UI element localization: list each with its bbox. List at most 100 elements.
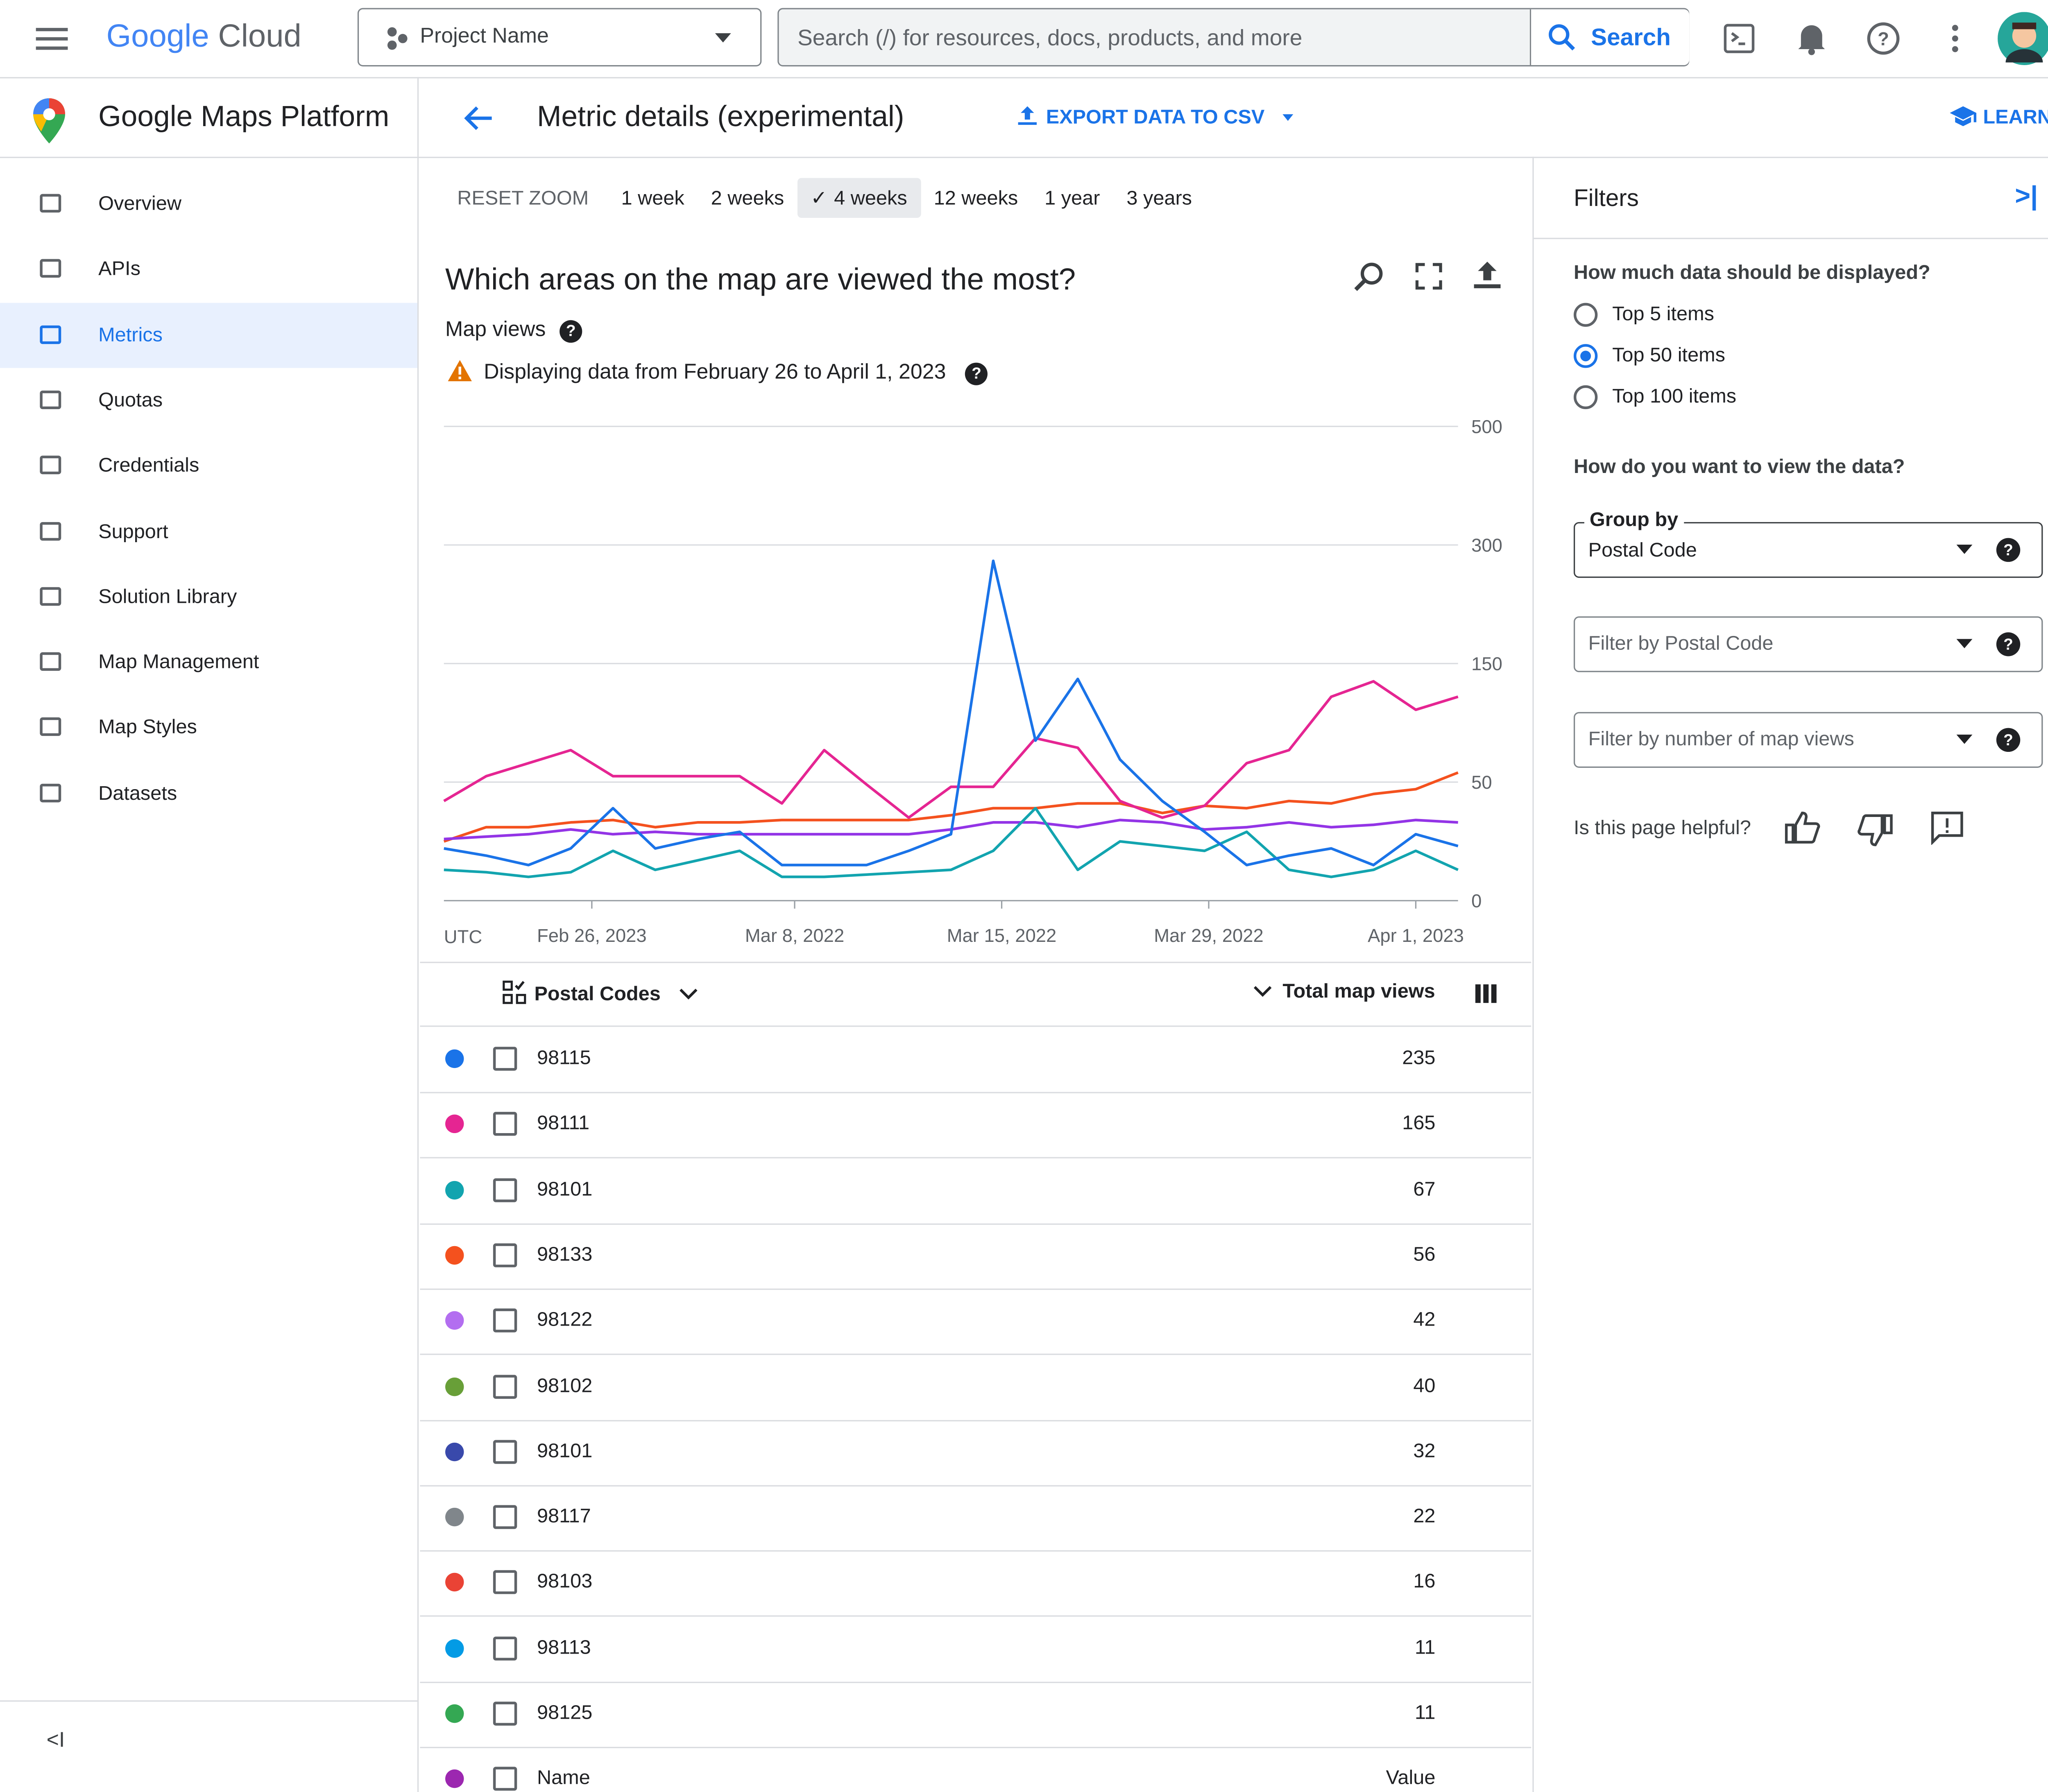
reset-zoom-button[interactable]: RESET ZOOM	[457, 187, 589, 210]
table-row[interactable]: 98133 56	[420, 1223, 1531, 1290]
checkbox[interactable]	[493, 1505, 517, 1530]
zoom-button[interactable]	[1353, 260, 1387, 295]
help-icon[interactable]: ?	[1996, 632, 2021, 656]
series-color-dot	[445, 1311, 464, 1330]
help-icon[interactable]: ?	[1996, 728, 2021, 752]
divider	[417, 77, 419, 1792]
nav-item[interactable]: Overview	[0, 171, 417, 236]
map-views: 67	[1413, 1178, 1436, 1201]
time-range-button[interactable]: 2 weeks	[698, 179, 797, 218]
time-range-button[interactable]: 12 weeks	[920, 179, 1031, 218]
table-row[interactable]: 98111 165	[420, 1092, 1531, 1159]
radio-button[interactable]	[1573, 303, 1598, 327]
time-range-button[interactable]: 1 year	[1031, 179, 1113, 218]
nav-item[interactable]: Support	[0, 499, 417, 564]
table-row[interactable]: 98115 235	[420, 1027, 1531, 1093]
nav-icon	[40, 194, 61, 213]
checkbox[interactable]	[493, 1178, 517, 1202]
more-button[interactable]	[1948, 23, 1962, 54]
column-header-views[interactable]: Total map views	[1253, 980, 1435, 1003]
radio-button[interactable]	[1573, 385, 1598, 410]
table-row[interactable]: 98102 40	[420, 1354, 1531, 1421]
chevron	[680, 989, 698, 1000]
time-range-button[interactable]: ✓ 4 weeks	[797, 178, 921, 218]
nav-item[interactable]: Metrics	[0, 302, 417, 368]
time-range-button[interactable]: 3 years	[1113, 179, 1205, 218]
radio-button[interactable]	[1573, 344, 1598, 368]
table-row[interactable]: 98125 11	[420, 1682, 1531, 1748]
map-views: 22	[1413, 1505, 1436, 1528]
checkbox[interactable]	[493, 1701, 517, 1726]
checkbox[interactable]	[493, 1439, 517, 1464]
map-views: 32	[1413, 1439, 1436, 1462]
map-views: Value	[1386, 1767, 1436, 1790]
terminal-button[interactable]	[1722, 21, 1757, 56]
table-row[interactable]: 98101 32	[420, 1420, 1531, 1487]
checkbox[interactable]	[493, 1047, 517, 1071]
table-row[interactable]: 98103 16	[420, 1551, 1531, 1618]
series-color-dot	[445, 1115, 464, 1134]
checkbox[interactable]	[493, 1374, 517, 1398]
back-button[interactable]	[462, 104, 494, 133]
logo-cloud: Cloud	[218, 18, 301, 54]
search-box[interactable]: Search (/) for resources, docs, products…	[777, 8, 1690, 67]
checkbox[interactable]	[493, 1308, 517, 1333]
nav-label: Map Styles	[98, 716, 197, 739]
nav-item[interactable]: Quotas	[0, 368, 417, 433]
avatar[interactable]	[1998, 12, 2048, 65]
checkbox[interactable]	[493, 1767, 517, 1791]
fullscreen-button[interactable]	[1415, 263, 1442, 290]
project-picker[interactable]: Project Name	[357, 8, 762, 67]
table-row[interactable]: 98113 11	[420, 1616, 1531, 1683]
line-chart: 0 50 150 300 500 Feb 26, 2023 Mar 8, 2022 Mar 1…	[443, 416, 1502, 947]
checkbox[interactable]	[493, 1570, 517, 1595]
table-row[interactable]: 98122 42	[420, 1289, 1531, 1355]
series-color-dot	[445, 1180, 464, 1199]
time-range-button[interactable]: 1 week	[608, 179, 698, 218]
question: How do you want to view the data?	[1573, 455, 1905, 478]
feedback-prompt: Is this page helpful?	[1573, 817, 1751, 840]
share-button[interactable]	[1471, 259, 1503, 291]
menu-button[interactable]	[36, 25, 68, 52]
feedback-button[interactable]	[1930, 810, 1964, 845]
nav-item[interactable]: Map Styles	[0, 695, 417, 760]
nav-item[interactable]: Map Management	[0, 630, 417, 695]
column-header-code[interactable]: Postal Codes	[503, 980, 698, 1006]
nav-item[interactable]: Solution Library	[0, 564, 417, 629]
views-filter[interactable]: Filter by number of map views ?	[1573, 712, 2043, 768]
checkbox[interactable]	[493, 1112, 517, 1136]
group-by-select[interactable]: Group by Postal Code ?	[1573, 509, 2043, 578]
help-icon[interactable]: ?	[560, 320, 582, 343]
table-row[interactable]: 98117 22	[420, 1485, 1531, 1552]
checkbox[interactable]	[493, 1243, 517, 1267]
columns-button[interactable]	[1475, 983, 1497, 1004]
help-button[interactable]: ?	[1866, 21, 1901, 56]
thumbs-up-button[interactable]	[1784, 809, 1821, 846]
search-button[interactable]: Search	[1529, 9, 1690, 65]
close-panel-button[interactable]: >|	[2015, 182, 2038, 211]
postal-code: 98113	[537, 1636, 591, 1659]
nav-item[interactable]: Credentials	[0, 433, 417, 498]
notifications-button[interactable]	[1796, 21, 1828, 56]
radio-label: Top 50 items	[1612, 344, 1726, 367]
checkbox[interactable]	[493, 1636, 517, 1660]
collapse-nav-button[interactable]: <I	[46, 1729, 65, 1752]
logo[interactable]: Google Cloud	[106, 18, 301, 56]
nav-item[interactable]: Datasets	[0, 761, 417, 826]
table-row[interactable]: 98101 67	[420, 1158, 1531, 1224]
export-button[interactable]: EXPORT DATA TO CSV	[1017, 105, 1293, 129]
thumbs-down-button[interactable]	[1857, 812, 1894, 849]
help-icon[interactable]: ?	[965, 362, 988, 385]
field-label: Group by	[1584, 509, 1684, 532]
series-color-dot	[445, 1442, 464, 1461]
table-row[interactable]: Name Value	[420, 1747, 1531, 1792]
search-icon	[1549, 24, 1575, 51]
nav-label: Support	[98, 520, 168, 543]
nav-item[interactable]: APIs	[0, 237, 417, 302]
learn-button[interactable]: LEARN	[1950, 105, 2048, 129]
page-title: Metric details (experimental)	[537, 100, 904, 133]
help-icon[interactable]: ?	[1996, 538, 2021, 562]
postal-code-filter[interactable]: Filter by Postal Code ?	[1573, 616, 2043, 672]
